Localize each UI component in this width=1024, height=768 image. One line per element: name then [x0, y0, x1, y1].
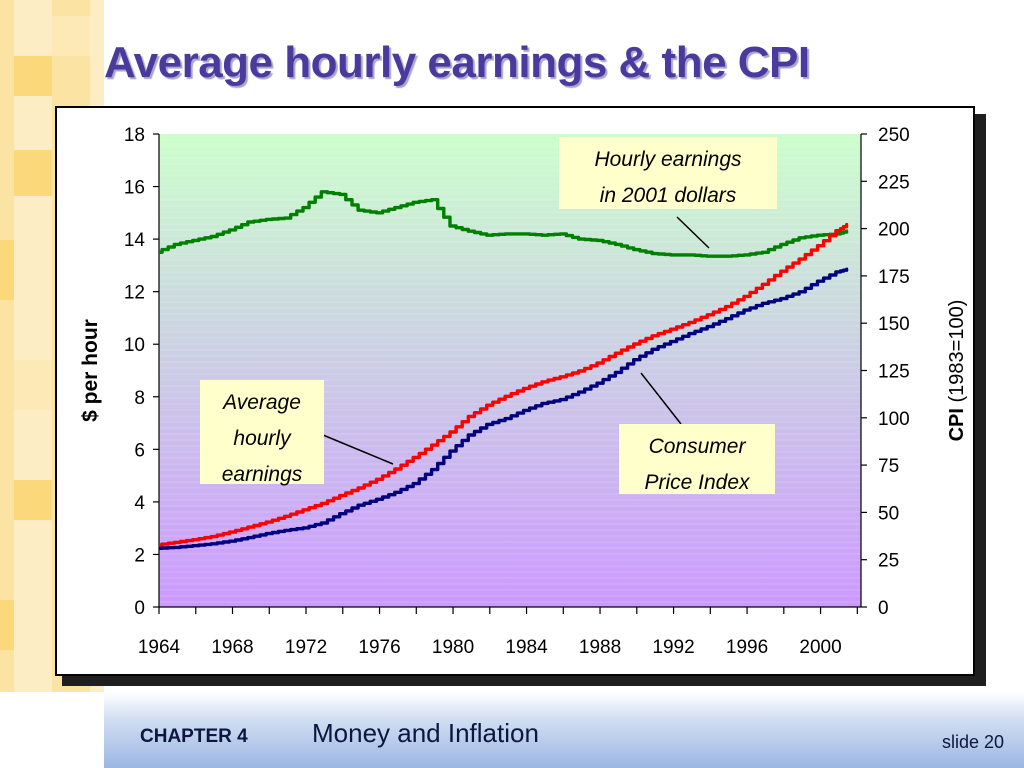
- x-tick-label: 1972: [285, 637, 327, 658]
- x-tick-label: 1976: [358, 637, 400, 658]
- right-axis-title-rest: (1983=100): [946, 300, 968, 403]
- deco-block: [14, 360, 52, 410]
- deco-block: [14, 150, 52, 196]
- left-axis-title: $ per hour: [79, 319, 102, 422]
- right-axis-title-bold: CPI: [946, 402, 968, 441]
- deco-block: [14, 56, 52, 96]
- deco-block: [0, 240, 14, 300]
- right-tick-label: 125: [878, 362, 910, 383]
- left-tick-label: 18: [124, 125, 145, 146]
- deco-block: [52, 16, 90, 56]
- x-tick-label: 1980: [432, 637, 474, 658]
- x-tick-label: 1988: [579, 637, 621, 658]
- x-tick-label: 1968: [211, 637, 253, 658]
- deco-block: [0, 600, 14, 650]
- callout-box: [559, 137, 777, 209]
- right-tick-label: 225: [878, 172, 910, 193]
- left-tick-label: 12: [124, 283, 145, 304]
- plot-area: [159, 134, 861, 607]
- left-tick-label: 10: [124, 335, 145, 356]
- callout-text-consumer-price-index: Consumer: [649, 435, 747, 458]
- consumer-price-index-line: [159, 267, 849, 550]
- deco-stripe: [14, 0, 52, 692]
- left-tick-label: 2: [134, 545, 145, 566]
- slide-title: Average hourly earnings & the CPI: [104, 38, 810, 87]
- right-tick-label: 150: [878, 314, 910, 335]
- chapter-label: CHAPTER 4: [140, 726, 248, 747]
- left-tick-label: 8: [134, 388, 145, 409]
- right-tick-label: 250: [878, 125, 910, 146]
- chapter-topic: Money and Inflation: [312, 718, 539, 748]
- deco-block: [14, 480, 52, 520]
- right-tick-label: 75: [878, 456, 899, 477]
- callout-text-consumer-price-index: Price Index: [644, 471, 751, 494]
- callout-box: [619, 424, 775, 494]
- callout-text-average-hourly-earnings: earnings: [222, 463, 303, 486]
- x-tick-label: 1996: [726, 637, 768, 658]
- left-tick-label: 4: [134, 493, 145, 514]
- right-tick-label: 100: [878, 409, 910, 430]
- chart: 0 2 4 6 8 10 12 14 16 18 0 25 50 75 100 125 150 175 200 225…: [79, 125, 968, 658]
- callout-leader: [640, 372, 682, 425]
- hourly-earnings-2001-line: [159, 190, 849, 258]
- left-tick-label: 6: [134, 440, 145, 461]
- right-tick-label: 175: [878, 267, 910, 288]
- callout-text-hourly-earnings-2001: in 2001 dollars: [600, 184, 737, 207]
- callout-box: [200, 380, 324, 484]
- right-tick-label: 200: [878, 220, 910, 241]
- footer-band: [104, 692, 1024, 768]
- left-tick-label: 16: [124, 178, 145, 199]
- x-tick-label: 1984: [505, 637, 548, 658]
- callout-text-average-hourly-earnings: hourly: [233, 427, 292, 450]
- deco-stripe: [0, 0, 14, 692]
- right-tick-label: 25: [878, 551, 899, 572]
- x-tick-label: 2000: [799, 637, 841, 658]
- left-tick-label: 14: [124, 230, 146, 251]
- x-tick-label: 1964: [138, 637, 181, 658]
- callout-leader: [676, 216, 710, 249]
- slide-number: slide 20: [941, 732, 1004, 752]
- average-hourly-earnings-line: [159, 223, 849, 547]
- chart-frame: 0 2 4 6 8 10 12 14 16 18 0 25 50 75 100 125 150 175 200 225…: [55, 106, 975, 676]
- right-axis-title: CPI (1983=100): [946, 300, 968, 442]
- callout-text-hourly-earnings-2001: Hourly earnings: [594, 148, 742, 171]
- right-tick-label: 0: [878, 598, 889, 619]
- right-tick-label: 50: [878, 503, 899, 524]
- x-tick-label: 1992: [652, 637, 694, 658]
- callout-leader: [322, 434, 394, 465]
- callout-text-average-hourly-earnings: Average: [221, 391, 301, 414]
- left-tick-label: 0: [134, 598, 145, 619]
